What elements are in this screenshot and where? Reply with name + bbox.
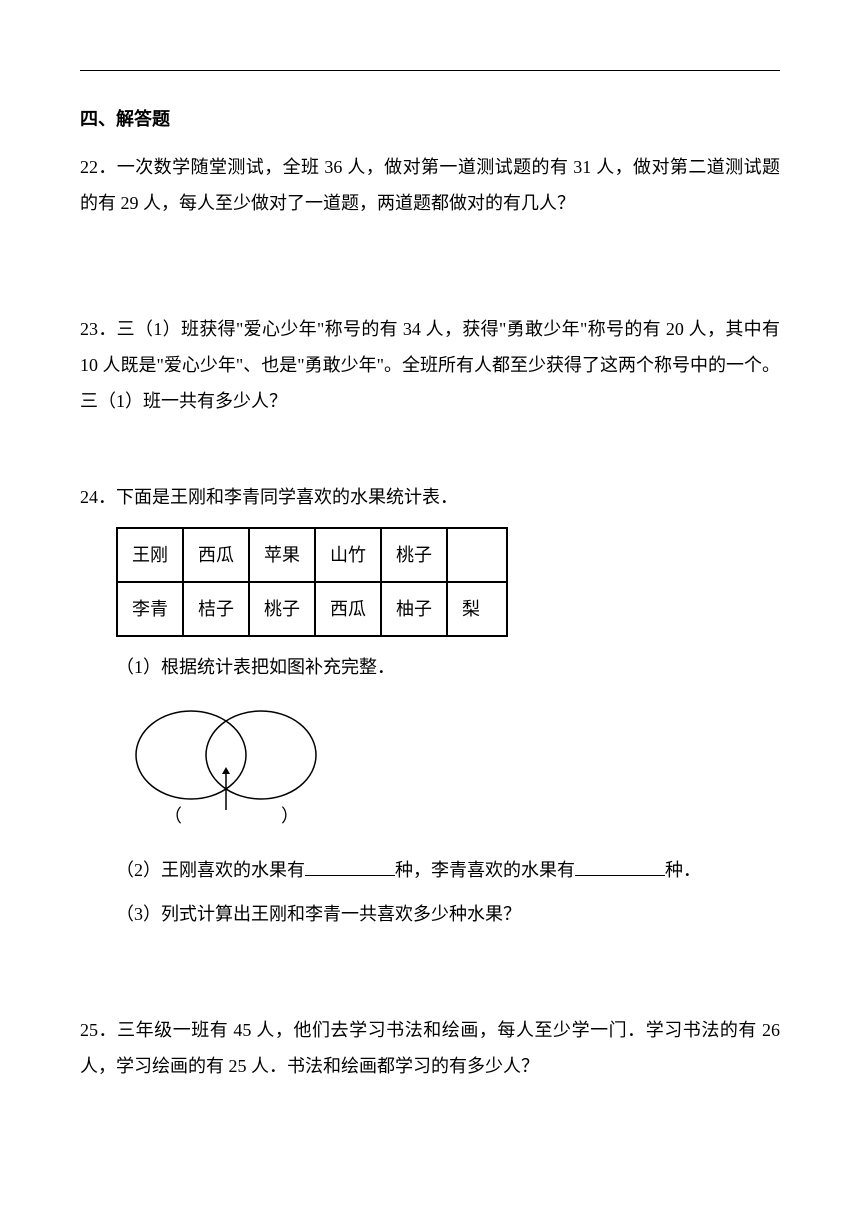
section-title: 四、解答题 (80, 101, 780, 137)
q24-sub2-text-b: 种，李青喜欢的水果有 (395, 860, 575, 880)
venn-circle-right (206, 711, 316, 799)
table-cell: 梨 (447, 582, 507, 636)
q24-sub3: （3）列式计算出王刚和李青一共喜欢多少种水果？ (80, 896, 780, 932)
q24-sub1: （1）根据统计表把如图补充完整． (80, 649, 780, 685)
question-23: 23．三（1）班获得"爱心少年"称号的有 34 人，获得"勇敢少年"称号的有 2… (80, 311, 780, 419)
venn-right-paren: ） (281, 806, 299, 826)
q24-sub2-text-a: （2）王刚喜欢的水果有 (116, 860, 305, 880)
table-cell: 李青 (117, 582, 183, 636)
venn-left-paren: （ (164, 806, 182, 826)
table-cell: 山竹 (315, 528, 381, 582)
horizontal-rule (80, 70, 780, 71)
table-cell: 西瓜 (315, 582, 381, 636)
question-25: 25．三年级一班有 45 人，他们去学习书法和绘画，每人至少学一门．学习书法的有… (80, 1012, 780, 1084)
table-cell: 桃子 (381, 528, 447, 582)
table-cell: 王刚 (117, 528, 183, 582)
q24-intro: 24．下面是王刚和李青同学喜欢的水果统计表． (80, 479, 780, 515)
venn-diagram: （ ） (116, 700, 780, 842)
question-22: 22．一次数学随堂测试，全班 36 人，做对第一道测试题的有 31 人，做对第二… (80, 149, 780, 221)
question-24: 24．下面是王刚和李青同学喜欢的水果统计表． 王刚 西瓜 苹果 山竹 桃子 李青… (80, 479, 780, 932)
fruit-table: 王刚 西瓜 苹果 山竹 桃子 李青 桔子 桃子 西瓜 柚子 梨 (116, 527, 508, 637)
venn-circle-left (136, 711, 246, 799)
table-cell: 桔子 (183, 582, 249, 636)
table-row: 王刚 西瓜 苹果 山竹 桃子 (117, 528, 507, 582)
venn-svg: （ ） (116, 700, 346, 830)
table-cell: 苹果 (249, 528, 315, 582)
table-cell: 西瓜 (183, 528, 249, 582)
q24-sub2-text-c: 种． (665, 860, 701, 880)
blank-field[interactable] (305, 858, 395, 876)
venn-arrowhead (222, 767, 230, 774)
table-cell: 桃子 (249, 582, 315, 636)
table-row: 李青 桔子 桃子 西瓜 柚子 梨 (117, 582, 507, 636)
blank-field[interactable] (575, 858, 665, 876)
table-cell: 柚子 (381, 582, 447, 636)
q24-sub2: （2）王刚喜欢的水果有 种，李青喜欢的水果有 种． (80, 852, 780, 888)
table-cell (447, 528, 507, 582)
